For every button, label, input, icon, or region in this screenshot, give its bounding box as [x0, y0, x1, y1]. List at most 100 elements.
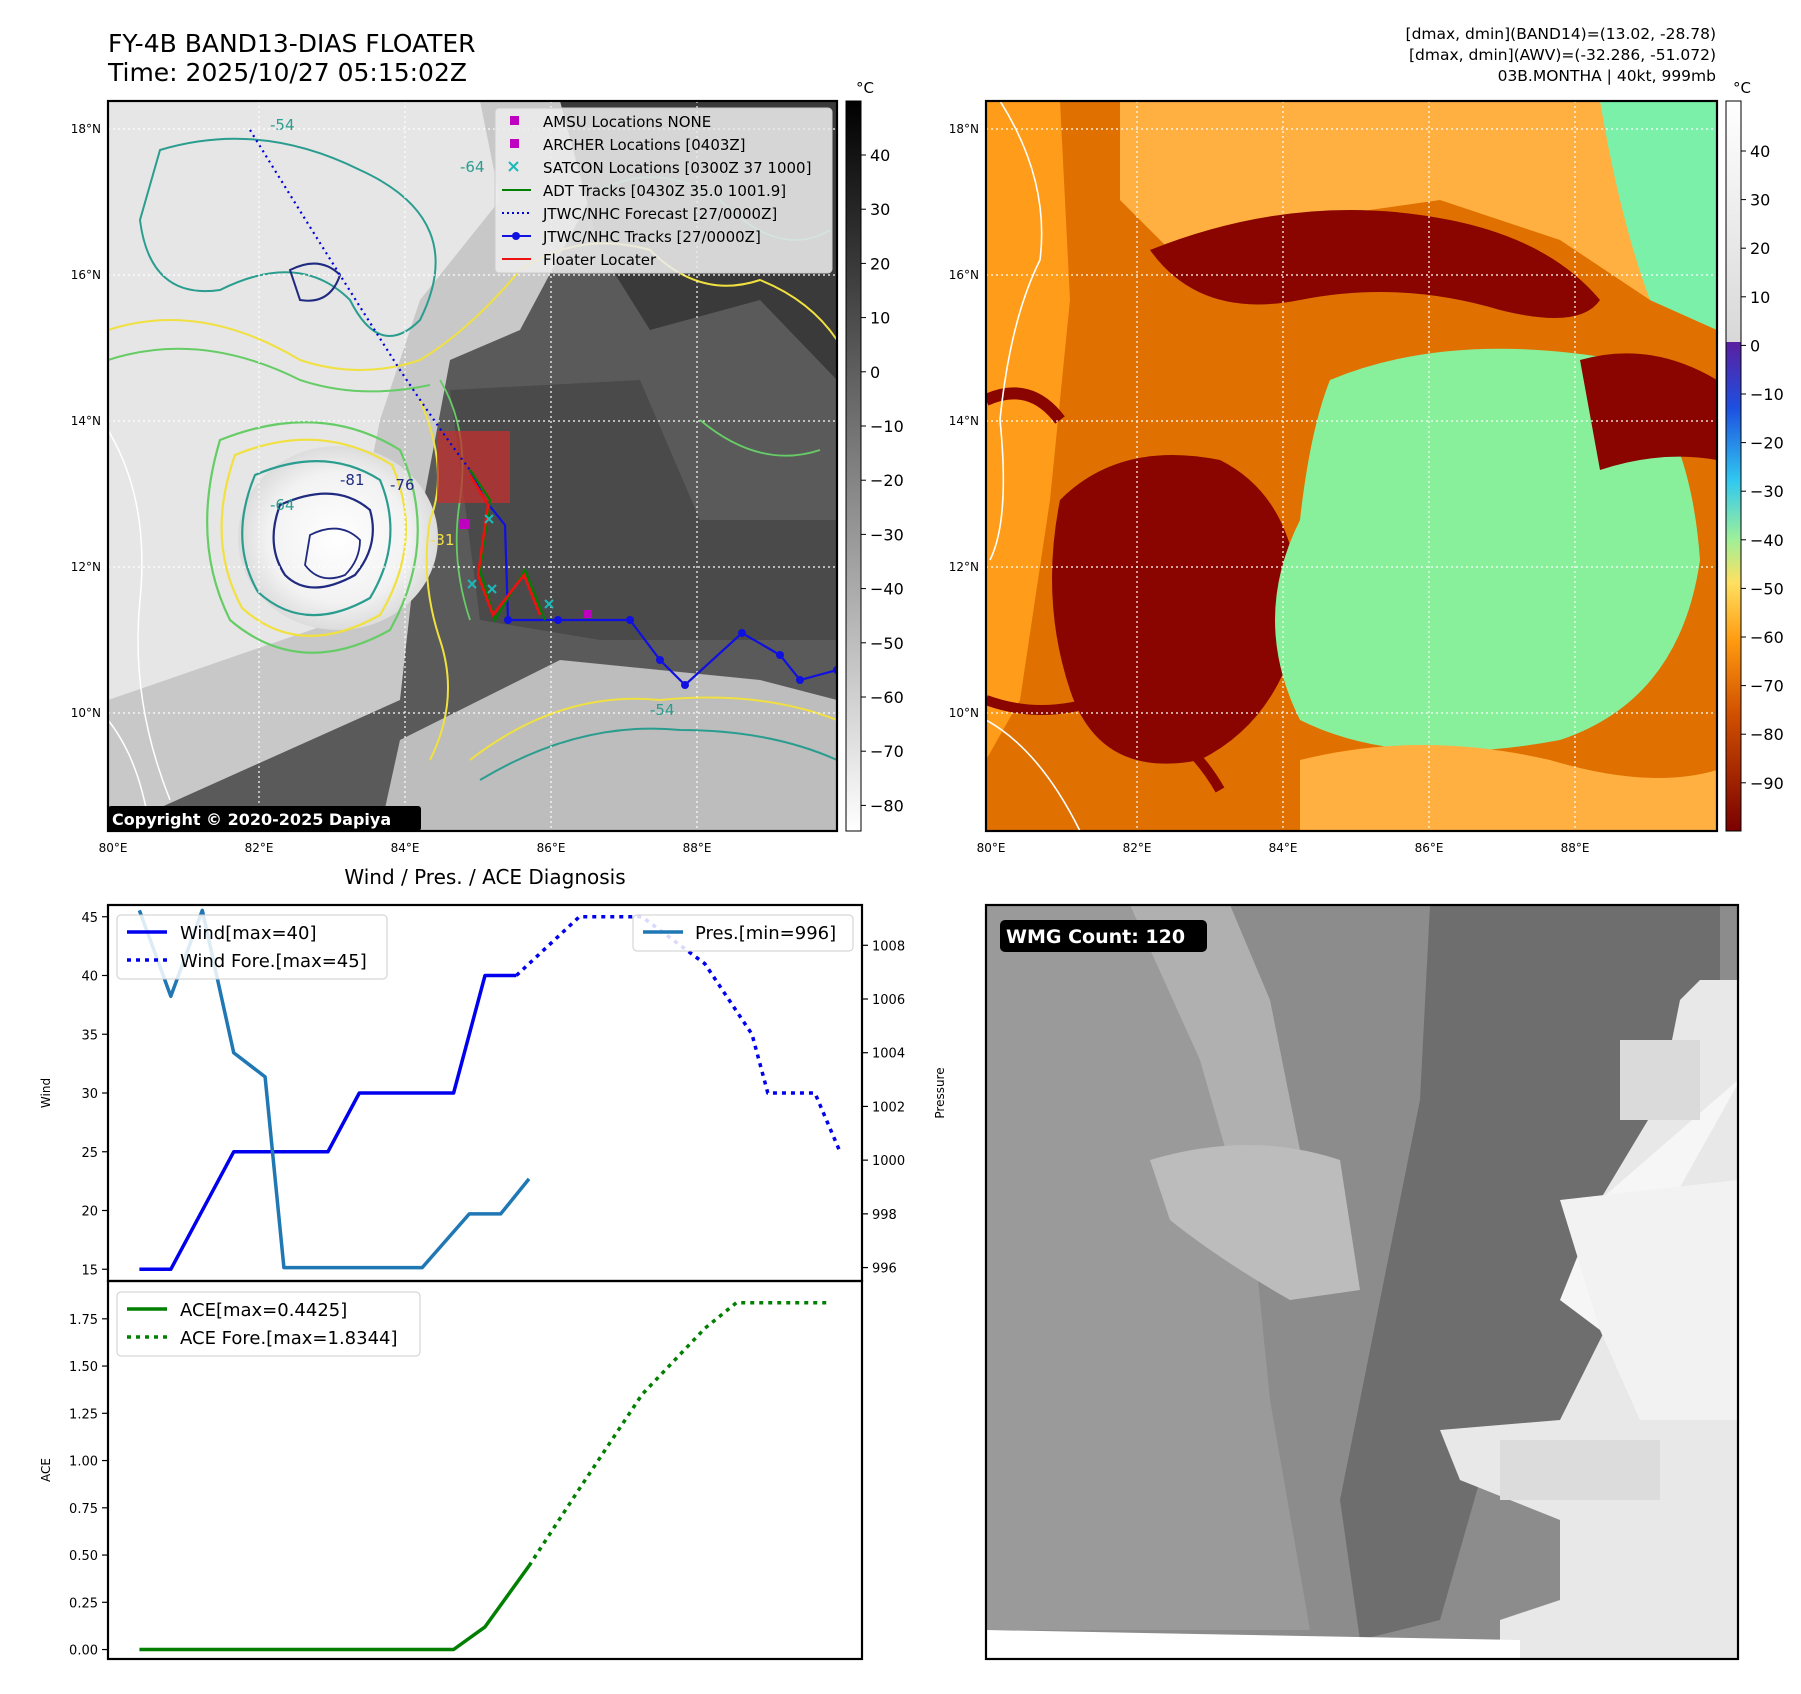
series-line [139, 1564, 531, 1652]
legend-ace-fore: ACE Fore.[max=1.8344] [180, 1328, 398, 1349]
floater-locater-line [468, 474, 542, 618]
ace-legend: ACE[max=0.4425] ACE Fore.[max=1.8344] [116, 1291, 421, 1357]
y-tick-label: 25 [81, 1146, 98, 1161]
legend-archer: ARCHER Locations [0403Z] [543, 136, 746, 154]
legend-forecast: JTWC/NHC Forecast [27/0000Z] [542, 205, 777, 223]
copyright-text: Copyright © 2020-2025 Dapiya [112, 810, 391, 829]
legend-satcon: SATCON Locations [0300Z 37 1000] [543, 159, 811, 177]
y-tick-label: 1004 [872, 1047, 905, 1062]
ir-colorbar-ticks: 40 30 20 10 0 −10 −20 −30 −40 −50 −60 −70 −80 [861, 146, 904, 815]
y-tick-label: 0.25 [69, 1596, 98, 1611]
series-line [527, 1301, 831, 1567]
y-tick-label: 0.00 [69, 1644, 98, 1659]
series-line [139, 973, 517, 1272]
lon-label: 88°E [683, 841, 712, 855]
lat-label: 16°N [71, 268, 101, 282]
jtwc-forecast-line [249, 129, 471, 471]
colorbar-tick-label: 10 [870, 309, 890, 328]
legend-tracks: JTWC/NHC Tracks [27/0000Z] [542, 228, 761, 246]
satcon-markers [467, 514, 554, 609]
lon-label: 88°E [1561, 841, 1590, 855]
y-tick-label: 1.25 [69, 1407, 98, 1422]
y-tick-label: 0.50 [69, 1549, 98, 1564]
lat-label: 14°N [71, 414, 101, 428]
figure-time: Time: 2025/10/27 05:15:02Z [107, 58, 467, 87]
legend-archer-marker [510, 139, 519, 148]
y-tick-label: 45 [81, 911, 98, 926]
ir-map-frame [106, 99, 839, 833]
ace-chart-frame [106, 1279, 864, 1661]
y-axis-label: Pressure [933, 1067, 947, 1118]
ir-colorbar-unit: °C [856, 79, 874, 97]
y-tick-label: 40 [81, 970, 98, 985]
legend-wind-fore: Wind Fore.[max=45] [180, 951, 367, 972]
y-tick-label: 996 [872, 1262, 897, 1277]
lat-label: 16°N [949, 268, 979, 282]
lon-label: 84°E [391, 841, 420, 855]
y-tick-label: 1002 [872, 1100, 905, 1115]
jtwc-track-points [504, 616, 837, 689]
colorbar-tick-label: 40 [1750, 142, 1770, 161]
colorbar-tick-label: 20 [870, 254, 890, 273]
wmg-count-box [1000, 920, 1207, 952]
lon-label: 84°E [1269, 841, 1298, 855]
colorbar-tick-label: 0 [1750, 336, 1760, 355]
legend-pressure: Pres.[min=996] [695, 923, 836, 944]
colorbar-tick-label: −50 [870, 634, 904, 653]
y-tick-label: 1.75 [69, 1313, 98, 1328]
colorbar-tick-label: −40 [1750, 531, 1784, 550]
colorbar-tick-label: −30 [870, 525, 904, 544]
y-axis-label: ACE [39, 1458, 53, 1482]
archer-marker [584, 610, 592, 618]
wmg-panel: WMG Count: 120 [984, 903, 1740, 1661]
ir-colorbar [845, 100, 862, 832]
colorbar-tick-label: −80 [1750, 725, 1784, 744]
colorbar-tick-label: −70 [1750, 677, 1784, 696]
contour-label: -64 [460, 158, 485, 176]
y-tick-label: 15 [81, 1263, 98, 1278]
contour-label: -81 [340, 471, 365, 489]
series-line [515, 915, 842, 1153]
legend-amsu-marker [510, 116, 519, 125]
lat-label: 12°N [949, 560, 979, 574]
archer-marker [460, 519, 470, 529]
y-axis-label: Wind [39, 1078, 53, 1108]
lat-label: 18°N [949, 122, 979, 136]
adt-track [469, 469, 547, 623]
legend-floater: Floater Locater [543, 251, 657, 269]
contour-label: -76 [390, 476, 415, 494]
jtwc-track-line [469, 469, 837, 687]
lon-label: 86°E [1415, 841, 1444, 855]
colorbar-tick-label: 30 [1750, 191, 1770, 210]
awv-colorbar-ticks: 40 30 20 10 0 −10 −20 −30 −40 −50 −60 −70 −80 −90 [1741, 142, 1784, 793]
band14-range: [dmax, dmin](BAND14)=(13.02, -28.78) [1406, 25, 1716, 43]
wmg-count: WMG Count: 120 [1006, 926, 1185, 948]
lat-label: 18°N [71, 122, 101, 136]
contour-label: -31 [430, 531, 455, 549]
legend-wind: Wind[max=40] [180, 923, 317, 944]
awv-map-frame [984, 99, 1719, 833]
copyright-box [108, 806, 421, 831]
lat-label: 12°N [71, 560, 101, 574]
y-tick-label: 1006 [872, 993, 905, 1008]
map-gridlines [986, 101, 1717, 831]
y-tick-label: 30 [81, 1087, 98, 1102]
colorbar-tick-label: −80 [870, 796, 904, 815]
colorbar-tick-label: −70 [870, 742, 904, 761]
y-tick-label: 1.00 [69, 1455, 98, 1470]
colorbar-tick-label: −90 [1750, 774, 1784, 793]
legend-adt: ADT Tracks [0430Z 35.0 1001.9] [543, 182, 786, 200]
y-tick-label: 35 [81, 1028, 98, 1043]
y-tick-label: 20 [81, 1205, 98, 1220]
colorbar-tick-label: −40 [870, 580, 904, 599]
contour-label: -54 [650, 701, 675, 719]
legend-amsu: AMSU Locations NONE [543, 113, 711, 131]
colorbar-tick-label: −50 [1750, 579, 1784, 598]
storm-info: 03B.MONTHA | 40kt, 999mb [1498, 67, 1716, 85]
lon-label: 82°E [1123, 841, 1152, 855]
wmg-frame [984, 903, 1740, 1661]
y-tick-label: 1.50 [69, 1360, 98, 1375]
legend-satcon-marker [508, 161, 519, 172]
colorbar-tick-label: −20 [1750, 434, 1784, 453]
